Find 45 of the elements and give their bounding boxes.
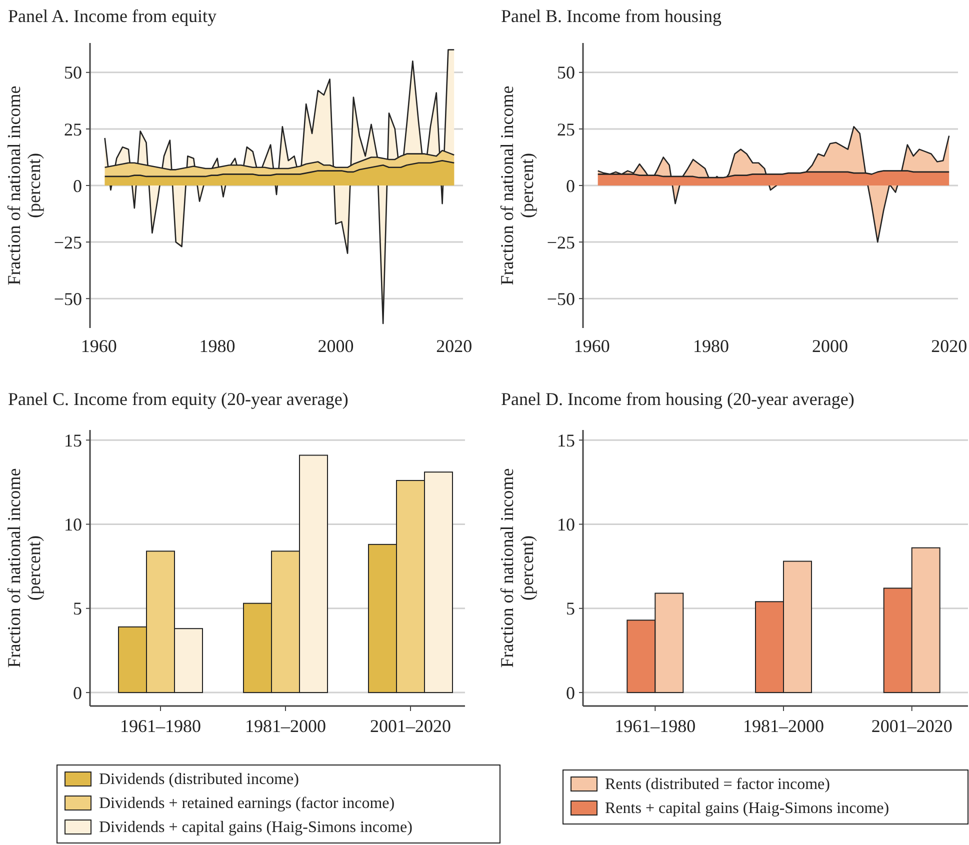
y-tick-label: 25 xyxy=(64,119,82,140)
y-tick-label: 15 xyxy=(64,430,82,450)
y-tick-label: 0 xyxy=(566,682,575,703)
chart-title: Panel A. Income from equity xyxy=(8,6,216,26)
legend-label: Dividends + retained earnings (factor income) xyxy=(99,795,395,812)
y-tick-label: 15 xyxy=(557,430,575,450)
x-tick-label: 1960 xyxy=(574,336,610,356)
y-tick-label: 50 xyxy=(64,62,82,83)
x-tick-label: 1981–2000 xyxy=(743,716,824,736)
y-axis-title: Fraction of national income (percent) xyxy=(4,468,44,668)
x-tick-label: 2000 xyxy=(812,336,848,356)
y-tick-label: 0 xyxy=(566,176,575,196)
legend-label: Dividends + capital gains (Haig-Simons income) xyxy=(99,819,412,836)
y-axis-title: Fraction of national income (percent) xyxy=(497,86,537,286)
y-tick-label: 10 xyxy=(64,514,82,535)
y-tick-label: 10 xyxy=(557,514,575,535)
y-tick-label: 0 xyxy=(73,682,82,703)
y-tick-label: 5 xyxy=(566,598,575,619)
y-axis-title: Fraction of national income (percent) xyxy=(497,468,537,668)
x-tick-label: 1980 xyxy=(199,336,236,356)
x-tick-label: 2001–2020 xyxy=(370,716,451,736)
x-tick-label: 2020 xyxy=(931,336,968,356)
legend-label: Dividends (distributed income) xyxy=(99,771,299,788)
x-tick-label: 2020 xyxy=(436,336,472,356)
chart-title: Panel B. Income from housing xyxy=(501,6,722,26)
y-tick-label: 5 xyxy=(73,598,82,619)
chart-title: Panel D. Income from housing (20-year average) xyxy=(501,389,854,409)
x-tick-label: 1961–1980 xyxy=(614,716,696,736)
x-tick-label: 1961–1980 xyxy=(120,716,201,736)
x-tick-label: 2000 xyxy=(318,336,354,356)
y-tick-label: −25 xyxy=(546,232,575,252)
legend-label: Rents (distributed = factor income) xyxy=(605,776,830,793)
x-tick-label: 1980 xyxy=(692,336,729,356)
x-tick-label: 2001–2020 xyxy=(871,716,952,736)
chart-title: Panel C. Income from equity (20-year average) xyxy=(8,389,348,409)
legend-label: Rents + capital gains (Haig-Simons income) xyxy=(605,800,890,817)
x-tick-label: 1960 xyxy=(80,336,117,356)
y-tick-label: 50 xyxy=(557,62,575,83)
y-tick-label: −50 xyxy=(54,288,82,309)
x-tick-label: 1981–2000 xyxy=(245,716,326,736)
y-tick-label: −25 xyxy=(54,232,82,252)
y-tick-label: −50 xyxy=(546,288,575,309)
y-tick-label: 25 xyxy=(557,119,575,140)
y-tick-label: 0 xyxy=(73,176,82,196)
y-axis-title: Fraction of national income (percent) xyxy=(4,86,44,286)
